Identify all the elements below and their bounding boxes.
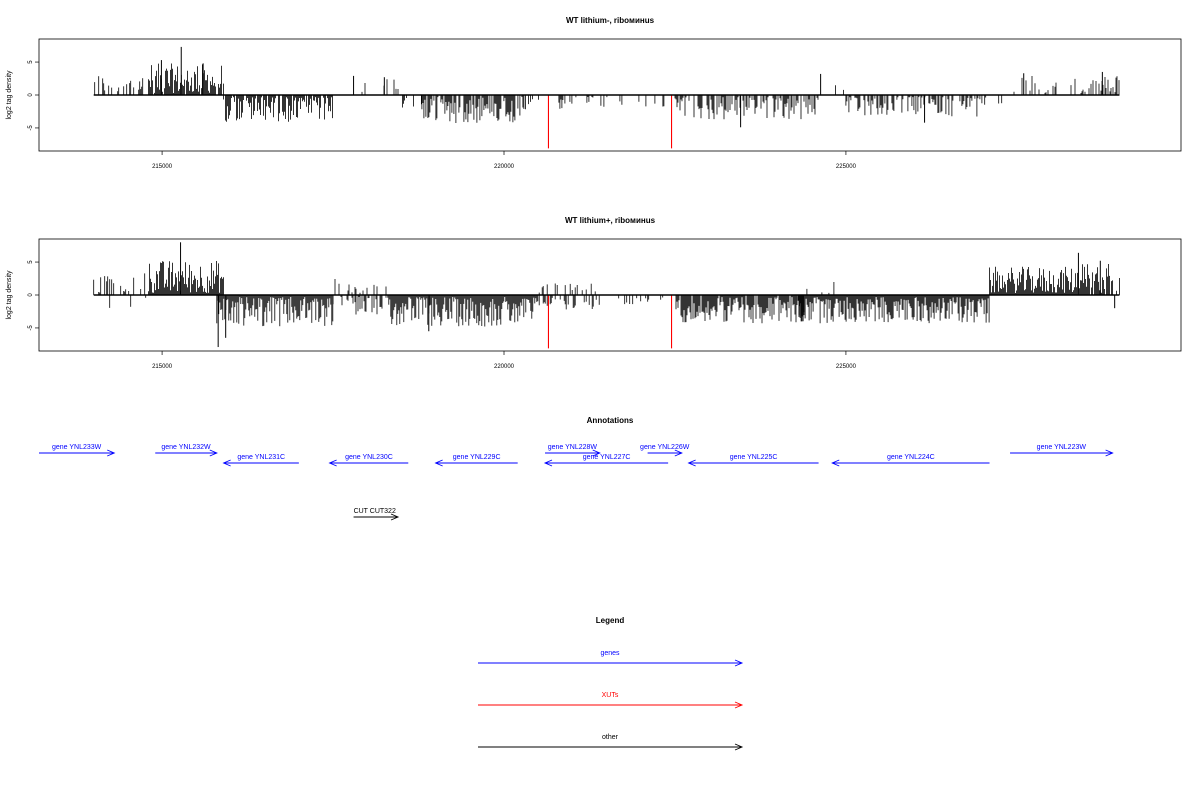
feature-arrowhead xyxy=(734,659,744,667)
feature-arrowhead xyxy=(434,459,443,467)
legend-item: other xyxy=(478,734,744,751)
feature-arrowhead xyxy=(592,449,601,457)
feature-arrowhead xyxy=(543,459,553,467)
legend-label: genes xyxy=(600,650,620,657)
legend-label: XUTs xyxy=(602,692,619,699)
y-axis-label: log2 tag density xyxy=(6,270,13,320)
panel-title: WT lithium-, riboминus xyxy=(566,16,655,25)
axes-group: -5 0 5 215000 220000 225000 xyxy=(28,60,1120,170)
gene-feature: gene YNL226W xyxy=(640,444,690,457)
y-tick-label: 5 xyxy=(28,60,34,64)
panel-lithium-plus: WT lithium+, riboминus log2 tag density … xyxy=(6,216,1182,370)
gene-feature: gene YNL232W xyxy=(155,444,218,457)
gene-feature: gene YNL223W xyxy=(1010,444,1114,457)
legend: Legend genes XUTs other xyxy=(478,616,744,751)
feature-arrowhead xyxy=(209,449,218,457)
feature-arrowhead xyxy=(734,743,744,751)
gene-feature: gene YNL233W xyxy=(39,444,116,457)
feature-arrowhead xyxy=(328,459,337,467)
legend-items: genes XUTs other xyxy=(478,650,744,751)
gene-label: gene YNL223W xyxy=(1037,444,1087,451)
gene-label: gene YNL232W xyxy=(161,444,211,451)
gene-label: gene YNL225C xyxy=(730,454,778,461)
gene-label: gene YNL224C xyxy=(887,454,935,461)
feature-arrowhead xyxy=(734,701,744,709)
other-feature: CUT CUT322 xyxy=(353,508,400,521)
annotations-track: Annotations gene YNL233W gene YNL232Wgene… xyxy=(39,416,1114,521)
feature-arrowhead xyxy=(390,513,400,521)
x-tick-label: 225000 xyxy=(836,364,857,370)
gene-label: gene YNL231C xyxy=(237,454,285,461)
bars-group xyxy=(94,46,1120,149)
x-tick-label: 220000 xyxy=(494,364,515,370)
y-tick-label: -5 xyxy=(28,325,34,331)
feature-arrowhead xyxy=(674,449,683,457)
gene-feature: gene YNL224C xyxy=(831,454,990,467)
bars-group xyxy=(93,242,1120,349)
feature-arrowhead xyxy=(222,459,231,467)
y-tick-label: 5 xyxy=(28,260,34,264)
gene-feature: gene YNL231C xyxy=(222,454,299,467)
x-tick-label: 225000 xyxy=(836,164,857,170)
gene-feature: gene YNL227C xyxy=(543,454,669,467)
panel-title: WT lithium+, riboминus xyxy=(565,216,656,225)
axes-group: -5 0 5 215000 220000 225000 xyxy=(28,260,1120,370)
y-axis-label: log2 tag density xyxy=(6,70,13,120)
y-tick-label: 0 xyxy=(28,93,34,97)
x-tick-label: 220000 xyxy=(494,164,515,170)
feature-arrowhead xyxy=(1105,449,1114,457)
x-tick-label: 215000 xyxy=(152,364,173,370)
other-label: CUT CUT322 xyxy=(354,508,396,515)
gene-feature: gene YNL228W xyxy=(545,444,601,457)
gene-label: gene YNL229C xyxy=(453,454,501,461)
gene-feature: gene YNL230C xyxy=(328,454,409,467)
feature-arrowhead xyxy=(687,459,696,467)
y-tick-label: 0 xyxy=(28,293,34,297)
gene-label: gene YNL230C xyxy=(345,454,393,461)
feature-arrowhead xyxy=(107,449,116,457)
x-tick-label: 215000 xyxy=(152,164,173,170)
gene-label: gene YNL228W xyxy=(548,444,598,451)
legend-label: other xyxy=(602,734,619,741)
gene-feature: gene YNL225C xyxy=(687,454,819,467)
gene-label: gene YNL233W xyxy=(52,444,102,451)
gene-label: gene YNL227C xyxy=(583,454,631,461)
feature-arrowhead xyxy=(831,459,840,467)
legend-item: XUTs xyxy=(478,692,744,709)
y-tick-label: -5 xyxy=(28,125,34,131)
legend-item: genes xyxy=(478,650,744,667)
panel-lithium-minus: WT lithium-, riboминus log2 tag density … xyxy=(6,16,1182,170)
gene-label: gene YNL226W xyxy=(640,444,690,451)
annotations-title: Annotations xyxy=(587,416,634,425)
gene-feature: gene YNL229C xyxy=(434,454,518,467)
annotation-items: gene YNL233W gene YNL232W gene YNL231C gene… xyxy=(39,444,1114,521)
legend-title: Legend xyxy=(596,616,625,625)
